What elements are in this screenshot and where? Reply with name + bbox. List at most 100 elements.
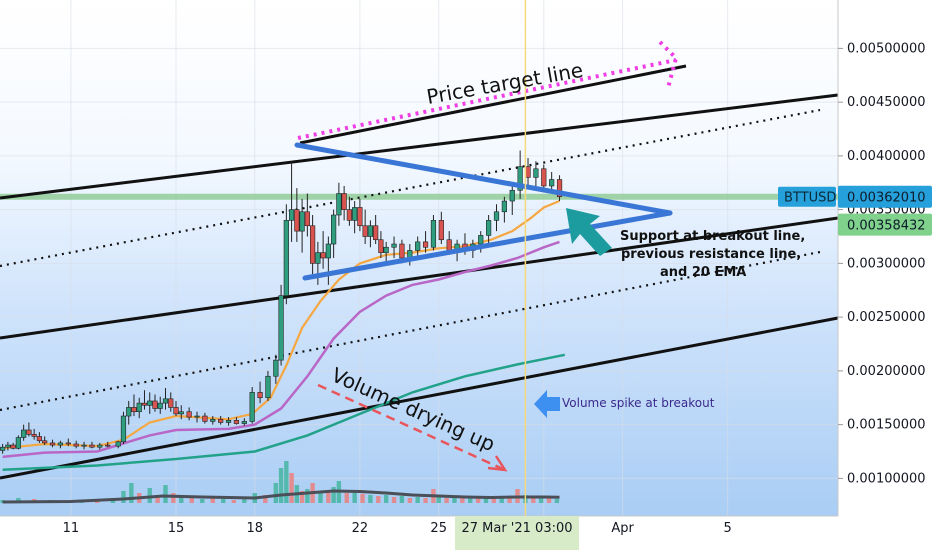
volume-trend-dashed bbox=[317, 383, 506, 472]
volume-bar-21 bbox=[242, 499, 247, 503]
candle-body-43 bbox=[283, 220, 289, 296]
price-tag-symbol-box-0 bbox=[778, 186, 836, 207]
volume-bar-14 bbox=[171, 493, 176, 503]
candle-body-1 bbox=[5, 444, 11, 448]
candle-body-22 bbox=[141, 402, 148, 406]
crosshair-date-label: 27 Mar '21 03:00 bbox=[455, 516, 579, 550]
volume-bar-29 bbox=[299, 491, 305, 503]
candle-body-18 bbox=[120, 415, 127, 443]
candle-body-68 bbox=[430, 220, 437, 248]
candle-body-35 bbox=[225, 420, 232, 423]
candle-body-10 bbox=[57, 442, 64, 446]
pennant-upper-line bbox=[294, 142, 673, 216]
candle-body-16 bbox=[105, 444, 111, 447]
y-tick-label-3: 0.00250000 bbox=[847, 310, 926, 325]
candle-body-31 bbox=[194, 415, 200, 418]
x-tick-label-4: 25 bbox=[430, 521, 447, 536]
volume-bar-13 bbox=[163, 485, 168, 503]
volume-bar-37 bbox=[352, 491, 357, 503]
y-tick-label-4: 0.00300000 bbox=[847, 256, 926, 271]
candle-body-77 bbox=[501, 200, 507, 213]
target-dotted-line bbox=[297, 58, 677, 140]
volume-bar-32 bbox=[318, 493, 323, 503]
candle-body-37 bbox=[241, 421, 247, 424]
candle-body-42 bbox=[278, 295, 284, 361]
candle-body-81 bbox=[533, 168, 539, 178]
x-tick-label-0: 11 bbox=[63, 521, 80, 536]
candle-body-75 bbox=[486, 220, 492, 236]
volume-bar-44 bbox=[407, 498, 413, 503]
candle-body-28 bbox=[173, 407, 179, 415]
channel-line-2 bbox=[0, 316, 839, 480]
candle-body-52 bbox=[331, 214, 337, 245]
volume-bar-7 bbox=[110, 500, 116, 503]
volume-bar-15 bbox=[179, 497, 184, 503]
crosshair-date-text: 27 Mar '21 03:00 bbox=[461, 521, 572, 536]
candle-body-12 bbox=[73, 443, 79, 447]
candle-body-39 bbox=[257, 392, 263, 399]
price-tag-value-0: 0.00362010 bbox=[847, 191, 926, 206]
candle-body-57 bbox=[357, 207, 363, 227]
candle-body-84 bbox=[556, 179, 563, 198]
volume-bar-56 bbox=[499, 496, 504, 503]
volume-bar-42 bbox=[391, 497, 397, 503]
candle-body-3 bbox=[15, 437, 21, 449]
volume-bar-62 bbox=[546, 498, 552, 503]
candle-body-76 bbox=[493, 211, 500, 221]
candle-body-53 bbox=[336, 193, 342, 216]
x-tick-label-6: Apr bbox=[611, 521, 634, 536]
volume-bar-18 bbox=[210, 498, 215, 503]
volume-bar-24 bbox=[273, 483, 279, 503]
volume-bar-46 bbox=[423, 498, 428, 503]
candle-body-62 bbox=[383, 246, 389, 253]
channel-line-1 bbox=[0, 216, 839, 340]
channel-line-0 bbox=[0, 93, 839, 200]
volume-bar-53 bbox=[475, 498, 481, 503]
ema-50-line bbox=[2, 240, 560, 459]
volume-bar-30 bbox=[305, 489, 310, 503]
x-tick-label-7: 5 bbox=[724, 521, 732, 536]
candle-body-20 bbox=[131, 407, 137, 413]
support-label-line3: and 20 EMA bbox=[660, 265, 746, 280]
candle-body-74 bbox=[478, 235, 484, 245]
candlesticks bbox=[0, 150, 563, 454]
price-target-line bbox=[299, 64, 687, 145]
price-tag-value-box-0 bbox=[838, 185, 932, 208]
candle-body-51 bbox=[325, 243, 331, 259]
candle-body-44 bbox=[288, 209, 295, 221]
price-tags: BTTUSD 0.00362010 0.00358432 bbox=[778, 185, 932, 236]
candle-body-55 bbox=[346, 209, 352, 221]
candle-body-2 bbox=[10, 444, 16, 449]
volume-bar-52 bbox=[468, 497, 473, 503]
candle-body-49 bbox=[315, 252, 321, 264]
volume-spike-label: Volume spike at breakout bbox=[562, 396, 715, 410]
volume-bar-36 bbox=[344, 493, 349, 503]
ema-20-line bbox=[2, 199, 560, 450]
candle-body-7 bbox=[36, 436, 43, 442]
volume-trend-arrowhead bbox=[487, 455, 508, 472]
volume-bar-63 bbox=[554, 499, 560, 503]
volume-bars bbox=[0, 461, 560, 504]
volume-bar-19 bbox=[221, 499, 226, 503]
candle-body-29 bbox=[178, 411, 184, 415]
candle-body-6 bbox=[31, 433, 37, 437]
support-label-line1: Support at breakout line, bbox=[620, 229, 805, 244]
volume-bar-34 bbox=[331, 487, 336, 503]
volume-bar-43 bbox=[399, 496, 405, 503]
candle-body-48 bbox=[310, 225, 316, 264]
trend-lines bbox=[0, 64, 839, 480]
volume-spike-arrow bbox=[534, 390, 560, 418]
candle-body-56 bbox=[352, 207, 358, 221]
candle-body-59 bbox=[367, 225, 374, 237]
volume-bar-39 bbox=[368, 495, 373, 503]
ema-lines bbox=[2, 199, 566, 472]
candle-body-14 bbox=[89, 444, 95, 448]
volume-bar-8 bbox=[121, 491, 126, 503]
candle-body-9 bbox=[49, 442, 56, 446]
y-axis-ticks: 0.00100000 0.00150000 0.00200000 0.00250000… bbox=[838, 41, 926, 486]
volume-bar-25 bbox=[278, 468, 284, 503]
candle-body-24 bbox=[152, 400, 158, 409]
candle-body-33 bbox=[210, 418, 216, 422]
y-tick-label-0: 0.00100000 bbox=[847, 471, 926, 486]
